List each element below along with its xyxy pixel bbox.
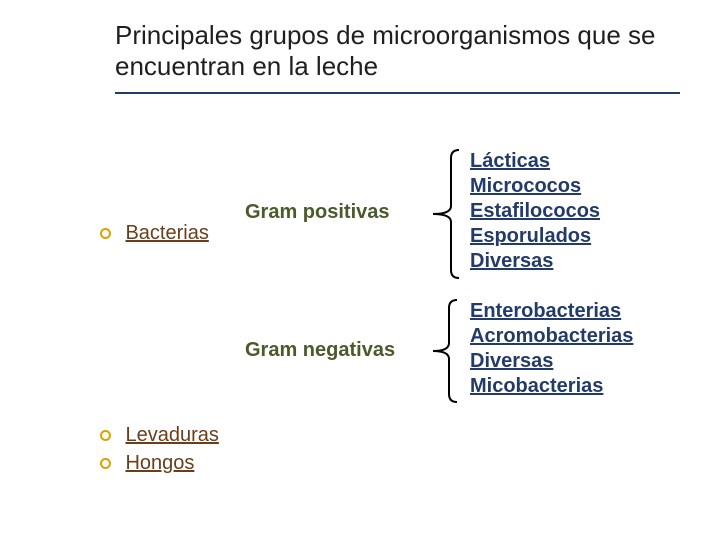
list-item: Esporulados xyxy=(470,224,600,249)
list-item: Acromobacterias xyxy=(470,324,633,349)
brace-path xyxy=(433,300,457,402)
list-item: Lácticas xyxy=(470,149,600,174)
list-item: Diversas xyxy=(470,249,600,274)
subhead-gram-negativas: Gram negativas xyxy=(245,339,395,362)
brace-gram-positivas-icon xyxy=(432,149,460,279)
list-item: Estafilococos xyxy=(470,199,600,224)
list-item: Micobacterias xyxy=(470,374,633,399)
ring-icon xyxy=(100,458,111,469)
content-area: Bacterias Gram positivas Lácticas Microc… xyxy=(0,94,720,524)
ring-icon xyxy=(100,430,111,441)
list-item: Micrococos xyxy=(470,174,600,199)
bullet-bacterias-row: Bacterias xyxy=(100,222,209,245)
list-item: Enterobacterias xyxy=(470,299,633,324)
bullet-levaduras-row: Levaduras xyxy=(100,424,219,447)
bullet-hongos-label: Hongos xyxy=(125,452,194,474)
list-item: Diversas xyxy=(470,349,633,374)
bullet-levaduras-label: Levaduras xyxy=(125,424,218,446)
subhead-gram-positivas: Gram positivas xyxy=(245,201,390,224)
title-block: Principales grupos de microorganismos qu… xyxy=(0,20,720,94)
bullet-hongos-row: Hongos xyxy=(100,452,194,475)
slide: Principales grupos de microorganismos qu… xyxy=(0,0,720,540)
page-title: Principales grupos de microorganismos qu… xyxy=(115,20,680,82)
ring-icon xyxy=(100,228,111,239)
brace-path xyxy=(433,150,459,278)
list-gram-negativas: Enterobacterias Acromobacterias Diversas… xyxy=(470,299,633,399)
bullet-bacterias-label: Bacterias xyxy=(125,222,208,244)
brace-gram-negativas-icon xyxy=(432,299,458,403)
list-gram-positivas: Lácticas Micrococos Estafilococos Esporu… xyxy=(470,149,600,274)
